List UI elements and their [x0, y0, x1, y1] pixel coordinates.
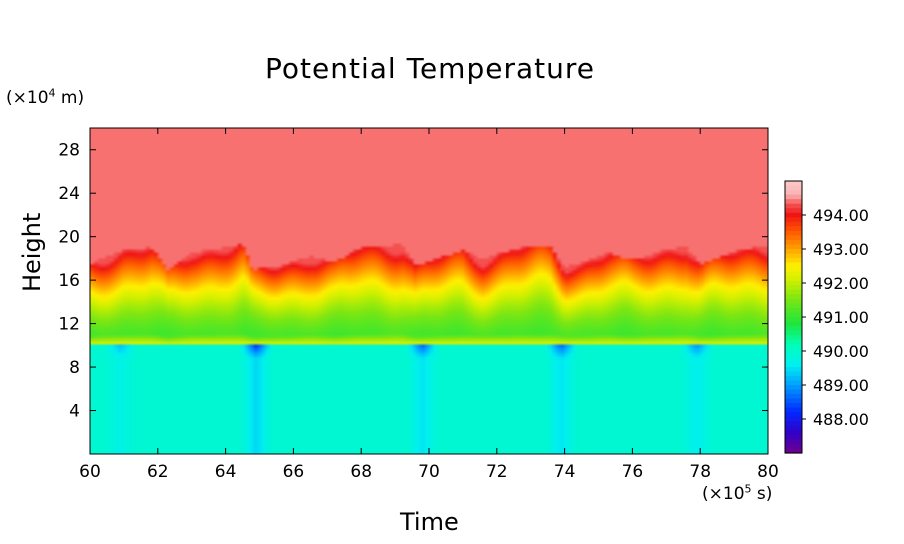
y-tick-label: 12 [58, 315, 80, 335]
colorbar-segment [785, 181, 802, 187]
x-tick-label: 68 [350, 462, 372, 482]
colorbar-tick-label: 489.00 [813, 376, 869, 395]
colorbar-tick-label: 490.00 [813, 342, 869, 361]
x-tick-label: 72 [486, 462, 508, 482]
colorbar-segment [785, 443, 802, 450]
colorbar-segment [785, 212, 802, 218]
x-unit-exponent: 5 [744, 482, 752, 496]
colorbar-segment [785, 203, 802, 209]
colorbar-tick-label: 492.00 [813, 274, 869, 293]
colorbar-segment [785, 208, 802, 214]
y-axis-label: Height [18, 212, 46, 292]
x-unit-suffix: s) [751, 484, 773, 504]
colorbar-segment [785, 253, 802, 259]
x-tick-label: 78 [689, 462, 711, 482]
y-tick-label: 28 [58, 141, 80, 161]
colorbar-segment [785, 271, 802, 277]
colorbar-segment [785, 439, 802, 445]
colorbar-segment [785, 185, 802, 191]
colorbar-segment [785, 366, 802, 372]
colorbar-segment [785, 339, 802, 345]
y-unit-exponent: 4 [48, 86, 56, 100]
colorbar-segment [785, 267, 802, 273]
colorbar-segment [785, 425, 802, 431]
colorbar-segment [785, 326, 802, 332]
x-tick-label: 70 [418, 462, 440, 482]
colorbar-segment [785, 375, 802, 382]
colorbar-segment [785, 421, 802, 427]
x-axis-label: Time [400, 508, 459, 536]
colorbar-segment [785, 226, 802, 232]
colorbar-segment [785, 244, 802, 250]
y-tick-label: 20 [58, 228, 80, 248]
x-tick-label: 60 [79, 462, 101, 482]
colorbar-segment [785, 221, 802, 227]
colorbar-segment [785, 294, 802, 300]
colorbar-segment [785, 434, 802, 440]
colorbar-segment [785, 330, 802, 336]
colorbar-segment [785, 289, 802, 295]
colorbar-tick-label: 491.00 [813, 308, 869, 327]
colorbar-segment [785, 357, 802, 363]
colorbar-segment [785, 380, 802, 386]
colorbar-segment [785, 258, 802, 264]
colorbar-segment [785, 276, 802, 282]
x-unit-prefix: (×10 [702, 484, 745, 504]
colorbar-segment [785, 307, 802, 314]
colorbar-segment [785, 303, 802, 309]
colorbar-segment [785, 448, 802, 454]
y-axis-unit: (×104 m) [6, 86, 85, 108]
x-tick-label: 62 [147, 462, 169, 482]
x-axis-unit: (×105 s) [702, 482, 773, 504]
heatmap-field [90, 128, 768, 454]
colorbar-tick-label: 488.00 [813, 410, 869, 429]
x-tick-label: 74 [554, 462, 576, 482]
colorbar-segment [785, 389, 802, 395]
chart-title: Potential Temperature [265, 52, 595, 85]
colorbar-segment [785, 298, 802, 304]
colorbar-segment [785, 217, 802, 223]
colorbar-segment [785, 321, 802, 327]
y-tick-label: 8 [69, 358, 80, 378]
colorbar-segment [785, 199, 802, 205]
colorbar-segment [785, 190, 802, 196]
x-tick-label: 64 [215, 462, 237, 482]
x-tick-label: 80 [757, 462, 779, 482]
colorbar-segment [785, 348, 802, 354]
colorbar-segment [785, 403, 802, 409]
colorbar-tick-label: 494.00 [813, 206, 869, 225]
colorbar-segment [785, 371, 802, 377]
colorbar-segment [785, 407, 802, 413]
y-tick-label: 16 [58, 271, 80, 291]
colorbar-segment [785, 353, 802, 359]
colorbar-segment [785, 239, 802, 246]
colorbar-segment [785, 312, 802, 318]
colorbar-segment [785, 430, 802, 436]
colorbar-segment [785, 280, 802, 286]
colorbar-segment [785, 416, 802, 422]
colorbar-segment [785, 335, 802, 341]
colorbar-segment [785, 230, 802, 236]
colorbar-segment [785, 249, 802, 255]
colorbar-segment [785, 344, 802, 350]
colorbar-segment [785, 262, 802, 268]
colorbar-tick-label: 493.00 [813, 240, 869, 259]
colorbar-segment [785, 394, 802, 400]
y-unit-suffix: m) [55, 88, 85, 108]
y-unit-prefix: (×10 [6, 88, 49, 108]
colorbar-segment [785, 412, 802, 418]
colorbar-segment [785, 235, 802, 241]
x-tick-label: 76 [622, 462, 644, 482]
colorbar-segment [785, 194, 802, 200]
x-tick-label: 66 [283, 462, 305, 482]
colorbar-segment [785, 398, 802, 404]
colorbar-segment [785, 362, 802, 368]
colorbar-segment [785, 385, 802, 391]
colorbar-segment [785, 317, 802, 323]
y-tick-label: 24 [58, 184, 80, 204]
colorbar-segment [785, 285, 802, 291]
y-tick-label: 4 [69, 402, 80, 422]
